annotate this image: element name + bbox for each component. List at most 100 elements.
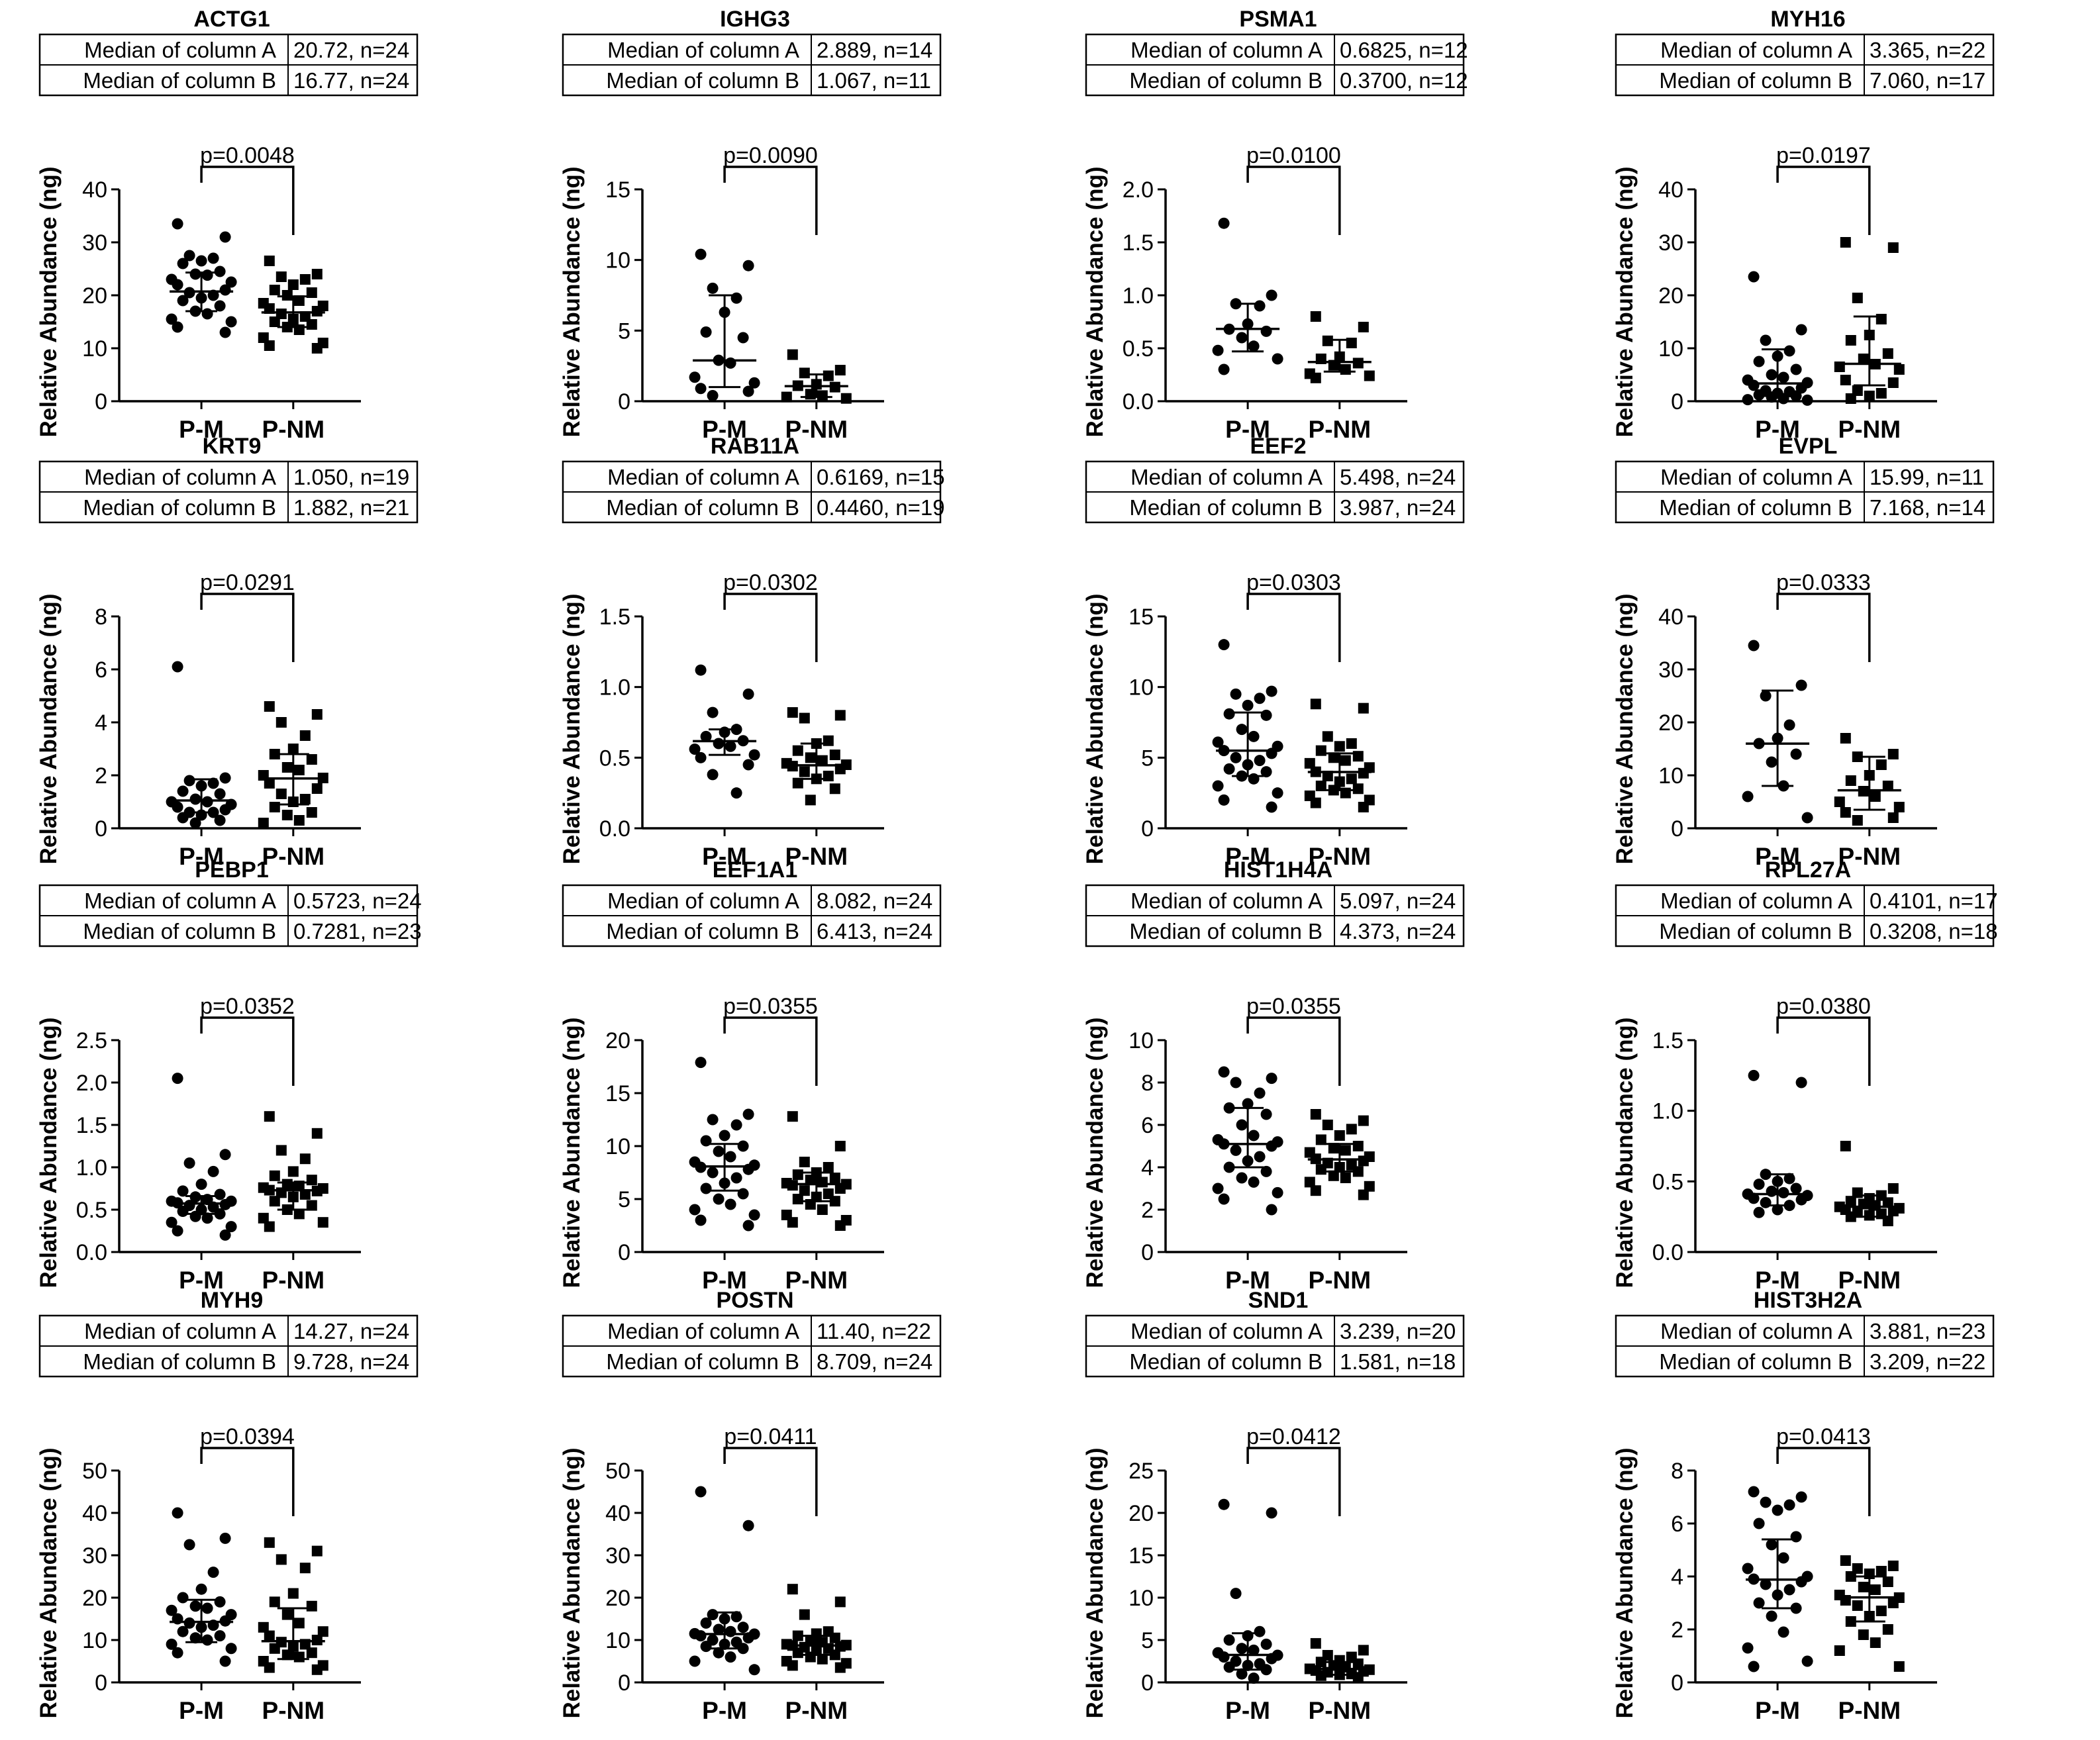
data-point-p-nm [1882, 1216, 1893, 1227]
median-table-label: Median of column A [1130, 1319, 1323, 1343]
data-point-p-m [1748, 640, 1760, 652]
median-table-label: Median of column A [1660, 889, 1852, 913]
x-category-label: P-NM [1838, 843, 1901, 870]
data-point-p-m [207, 252, 219, 264]
data-point-p-m [1254, 755, 1266, 767]
median-table-label: Median of column A [84, 465, 276, 489]
data-point-p-nm [787, 1180, 798, 1191]
data-point-p-m [742, 759, 754, 771]
data-point-p-m [1254, 1087, 1266, 1099]
x-category-label: P-M [702, 1697, 747, 1724]
data-point-p-nm [1887, 812, 1899, 823]
data-point-p-m [725, 357, 736, 369]
data-point-p-m [189, 817, 201, 829]
median-table-value: 0.4101, n=17 [1870, 889, 1998, 913]
data-point-p-nm [1893, 364, 1905, 375]
y-tick-label: 20 [82, 1586, 107, 1611]
data-point-p-nm [823, 370, 834, 381]
data-point-p-m [201, 796, 213, 808]
y-tick-label: 0.0 [76, 1240, 107, 1265]
data-point-p-nm [287, 1588, 299, 1599]
data-point-p-nm [1322, 771, 1333, 782]
y-tick-label: 40 [1658, 604, 1683, 630]
chart-panel-evpl: EVPL Median of column A 15.99, n=11 Median … [1612, 434, 1995, 870]
data-point-p-m [695, 1630, 707, 1642]
data-point-p-m [748, 749, 760, 761]
y-tick-label: 1.5 [599, 604, 630, 630]
data-point-p-nm [269, 316, 280, 327]
data-point-p-m [1777, 371, 1789, 383]
data-point-p-nm [269, 1170, 280, 1181]
y-tick-label: 0.5 [1652, 1169, 1683, 1194]
data-point-p-nm [317, 1626, 328, 1637]
data-point-p-m [1783, 1499, 1795, 1511]
data-point-p-nm [264, 778, 275, 789]
data-point-p-nm [1870, 791, 1881, 802]
x-category-label: P-M [1225, 1697, 1270, 1724]
median-table-label: Median of column A [84, 38, 276, 62]
data-point-p-m [207, 1165, 219, 1177]
median-table-value: 7.060, n=17 [1870, 68, 1985, 93]
data-point-p-nm [1875, 314, 1887, 324]
data-point-p-nm [1834, 797, 1845, 807]
data-point-p-nm [269, 749, 280, 759]
data-point-p-m [166, 1604, 177, 1616]
y-axis-label: Relative Abundance (ng) [1082, 1447, 1108, 1718]
data-point-p-m [1223, 708, 1235, 720]
y-tick-label: 20 [1658, 710, 1683, 736]
data-point-p-m [1760, 1578, 1772, 1590]
median-table-label: Median of column B [83, 495, 276, 520]
data-point-p-m [1254, 1151, 1266, 1163]
median-table-label: Median of column A [607, 1319, 799, 1343]
data-point-p-m [719, 1130, 730, 1141]
data-point-p-m [1260, 1108, 1272, 1120]
y-tick-label: 1.5 [76, 1113, 107, 1138]
median-table-label: Median of column A [1660, 1319, 1852, 1343]
data-point-p-m [1248, 730, 1260, 742]
y-tick-label: 5 [618, 1187, 630, 1212]
chart-panel-krt9: KRT9 Median of column A 1.050, n=19 Median … [36, 434, 419, 870]
y-tick-label: 10 [1658, 763, 1683, 789]
data-point-p-nm [1875, 388, 1887, 399]
p-value-label: p=0.0048 [200, 143, 295, 168]
data-point-p-m [166, 1216, 177, 1228]
data-point-p-m [742, 688, 754, 700]
data-point-p-m [1753, 1597, 1765, 1609]
median-table-value: 4.373, n=24 [1340, 919, 1456, 943]
median-table-label: Median of column B [1659, 68, 1852, 93]
data-point-p-m [1801, 1655, 1813, 1667]
data-point-p-m [1777, 1186, 1789, 1198]
data-point-p-m [700, 1617, 712, 1629]
data-point-p-nm [799, 1157, 810, 1167]
p-value-label: p=0.0411 [724, 1424, 817, 1449]
data-point-p-nm [306, 287, 317, 298]
data-point-p-nm [299, 1188, 311, 1200]
data-point-p-m [1783, 1584, 1795, 1596]
data-point-p-m [1230, 1588, 1242, 1600]
data-point-p-nm [792, 1630, 803, 1641]
data-point-p-m [172, 1073, 183, 1085]
significance-bracket [1776, 1447, 1871, 1516]
data-point-p-m [748, 377, 760, 389]
data-point-p-m [177, 785, 189, 797]
chart-title: EEF2 [1250, 434, 1306, 459]
median-table-label: Median of column B [1659, 495, 1852, 520]
data-point-p-nm [1352, 1672, 1364, 1683]
data-point-p-nm [293, 295, 305, 306]
data-point-p-nm [1882, 348, 1893, 359]
data-point-p-nm [829, 783, 840, 795]
data-point-p-m [172, 321, 183, 333]
data-point-p-nm [829, 1649, 840, 1661]
significance-bracket [200, 593, 295, 662]
y-tick-label: 1.5 [1652, 1028, 1683, 1053]
y-axis-label: Relative Abundance (ng) [559, 1447, 585, 1718]
data-point-p-m [201, 1602, 213, 1614]
data-point-p-m [1795, 1491, 1807, 1503]
data-point-p-nm [306, 1200, 317, 1211]
y-tick-label: 15 [1128, 604, 1154, 630]
data-point-p-nm [299, 730, 311, 741]
data-point-p-m [1742, 791, 1754, 802]
data-point-p-nm [834, 1662, 846, 1673]
data-point-p-m [1777, 393, 1789, 405]
data-point-p-nm [1852, 815, 1863, 826]
